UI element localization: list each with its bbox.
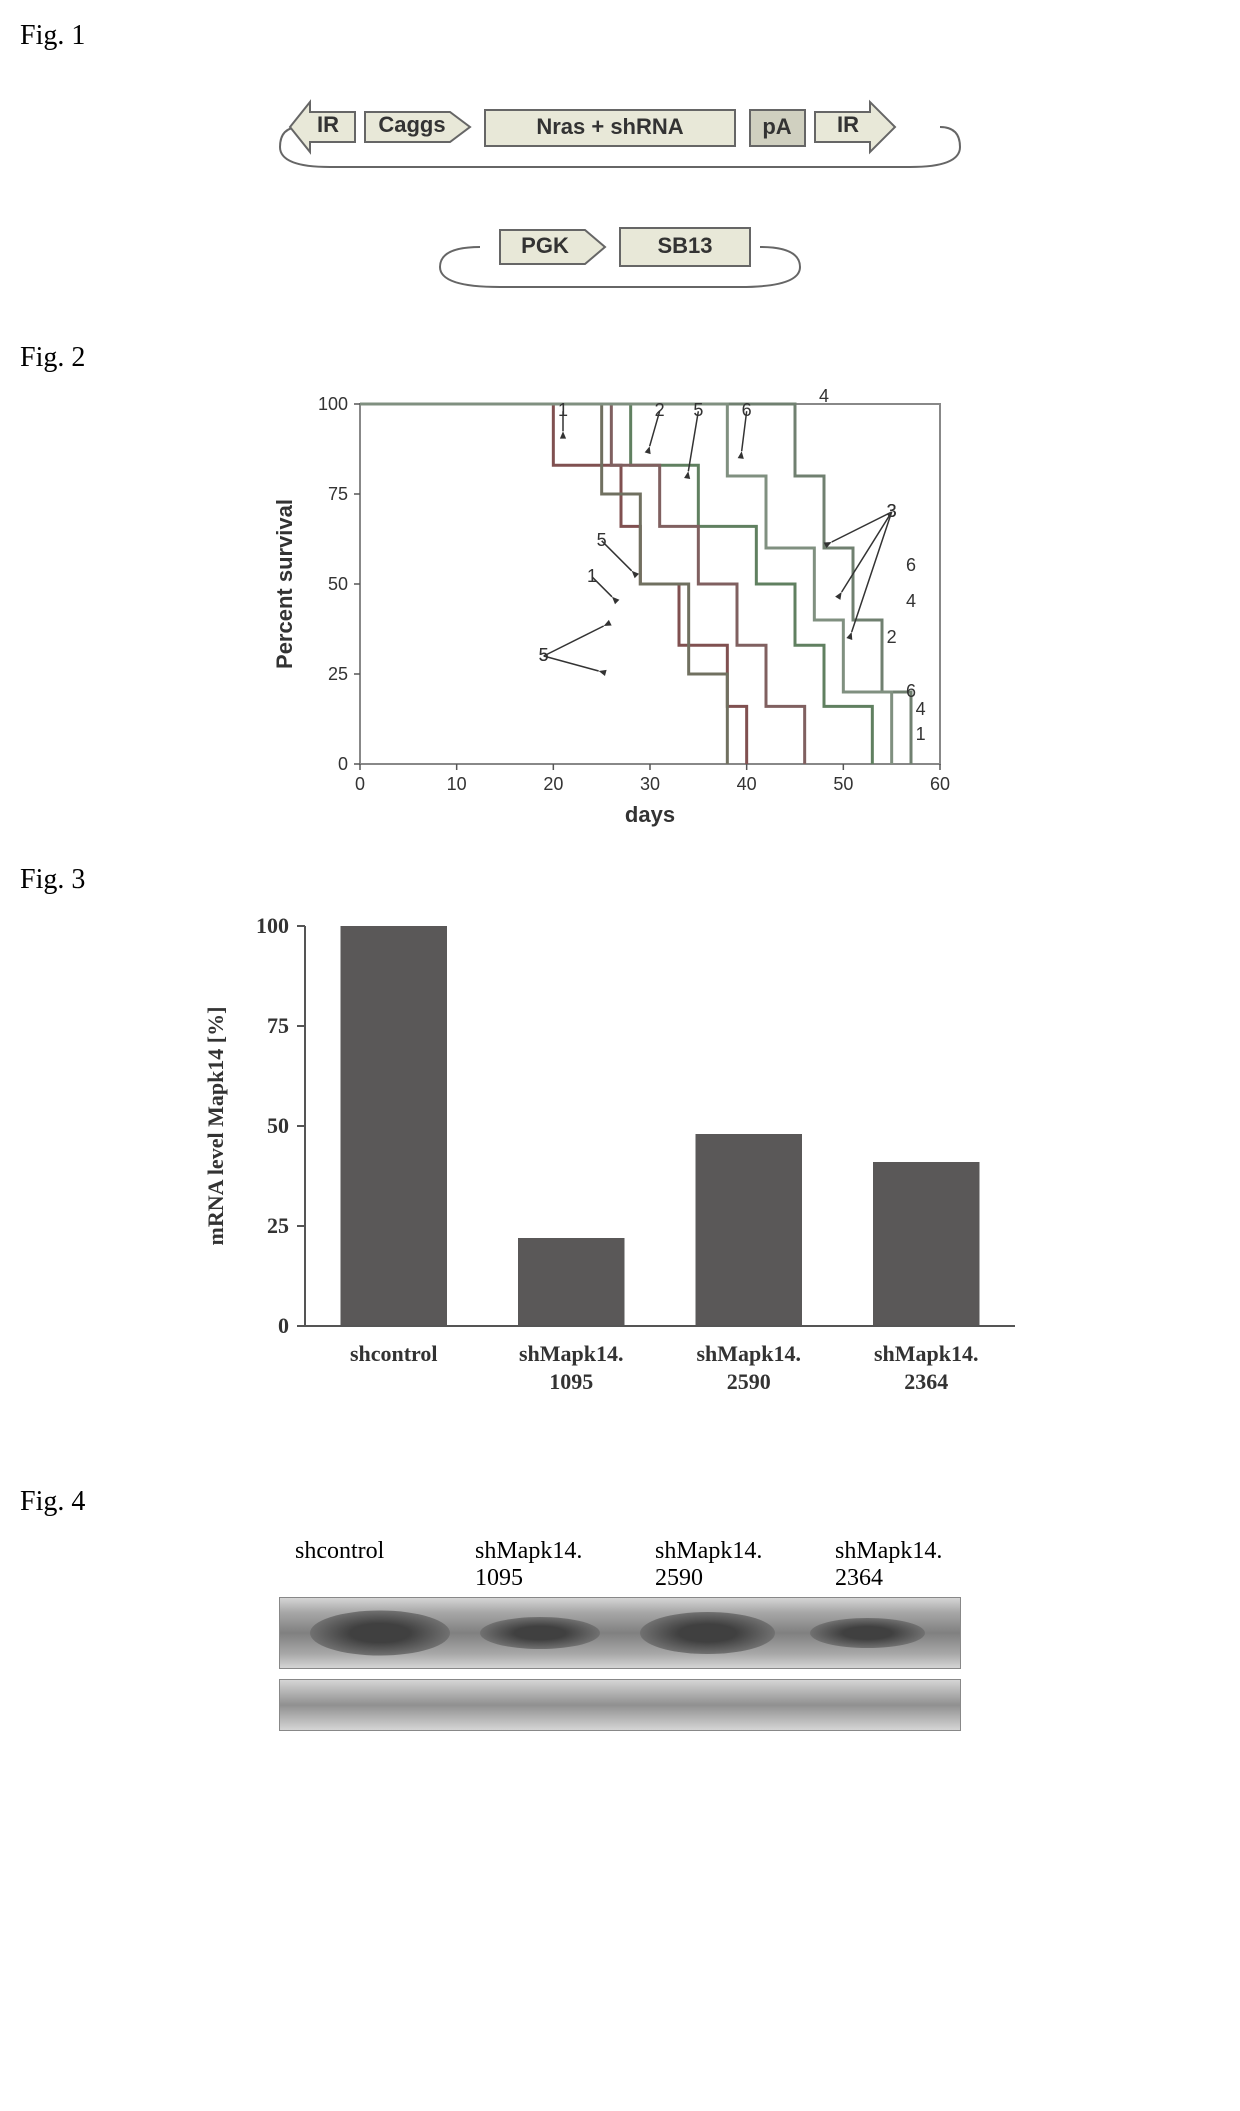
plasmid-1: IR Caggs Nras + shRNA pA xyxy=(270,82,970,172)
xtick-label: 20 xyxy=(543,774,563,794)
ytick-label: 75 xyxy=(328,484,348,504)
xtick-label: 10 xyxy=(447,774,467,794)
annotation-label: 6 xyxy=(906,681,916,701)
annotation-label: 5 xyxy=(597,530,607,550)
plasmid-diagrams: IR Caggs Nras + shRNA pA xyxy=(20,62,1220,312)
ytick-label: 50 xyxy=(267,1113,289,1138)
pa-box: pA xyxy=(750,110,805,146)
annotation-label: 1 xyxy=(558,400,568,420)
figure-4: Fig. 4 shcontrol shMapk14. 1095 shMapk14… xyxy=(20,1486,1220,1741)
category-label-1: 1095 xyxy=(549,1369,593,1394)
fig4-label: Fig. 4 xyxy=(20,1486,1220,1518)
annotation-label: 1 xyxy=(916,724,926,744)
blot-blob-2 xyxy=(480,1617,600,1649)
bar-0 xyxy=(341,926,448,1326)
annotation-label: 6 xyxy=(906,555,916,575)
xtick-label: 50 xyxy=(833,774,853,794)
ytick-label: 0 xyxy=(278,1313,289,1338)
xtick-label: 60 xyxy=(930,774,950,794)
caggs-box: Caggs xyxy=(365,112,470,142)
svg-text:IR: IR xyxy=(317,112,339,137)
blot-blob-4 xyxy=(810,1618,925,1648)
y-axis-label: mRNA level Mapk14 [%] xyxy=(203,1007,228,1246)
annotation-label: 2 xyxy=(655,400,665,420)
western-blot: shcontrol shMapk14. 1095 shMapk14. 2590 … xyxy=(20,1528,1220,1741)
plasmid-2: PGK SB13 xyxy=(420,202,820,292)
ytick-label: 100 xyxy=(256,913,289,938)
category-label-2: shMapk14. xyxy=(696,1341,801,1366)
blot-blob-3 xyxy=(640,1612,775,1654)
survival-svg: 01020304050600255075100daysPercent survi… xyxy=(270,384,970,834)
western-label-2: shMapk14. 1095 xyxy=(475,1538,625,1592)
survival-chart: 01020304050600255075100daysPercent survi… xyxy=(270,384,970,834)
ytick-label: 75 xyxy=(267,1013,289,1038)
bar-svg: 0 25 50 75 100 shcontrol shMapk14. 1095 shMapk14… xyxy=(195,906,1045,1456)
annotation-label: 3 xyxy=(887,501,897,521)
bar-2 xyxy=(696,1134,803,1326)
annotation-label: 6 xyxy=(742,400,752,420)
category-label-0: shcontrol xyxy=(350,1341,438,1366)
bar-chart: 0 25 50 75 100 shcontrol shMapk14. 1095 shMapk14… xyxy=(195,906,1045,1456)
western-label-1: shcontrol xyxy=(295,1538,445,1592)
western-labels-row: shcontrol shMapk14. 1095 shMapk14. 2590 … xyxy=(255,1538,985,1592)
fig3-label: Fig. 3 xyxy=(20,864,1220,896)
figure-1: Fig. 1 IR Caggs Nras + shRNA xyxy=(20,20,1220,312)
xtick-label: 30 xyxy=(640,774,660,794)
plasmid1-svg: IR Caggs Nras + shRNA pA xyxy=(270,82,970,172)
ytick-label: 0 xyxy=(338,754,348,774)
annotation-label: 2 xyxy=(887,627,897,647)
svg-text:PGK: PGK xyxy=(521,233,569,258)
xtick-label: 0 xyxy=(355,774,365,794)
svg-text:IR: IR xyxy=(837,112,859,137)
y-axis-label: Percent survival xyxy=(272,499,297,669)
ytick-label: 100 xyxy=(318,394,348,414)
annotation-label: 4 xyxy=(906,591,916,611)
svg-text:pA: pA xyxy=(762,114,791,139)
nras-box: Nras + shRNA xyxy=(485,110,735,146)
category-label-3: 2364 xyxy=(904,1369,948,1394)
x-axis-label: days xyxy=(625,802,675,827)
xtick-label: 40 xyxy=(737,774,757,794)
ytick-label: 50 xyxy=(328,574,348,594)
category-label-2: 2590 xyxy=(727,1369,771,1394)
figure-2: Fig. 2 01020304050600255075100daysPercen… xyxy=(20,342,1220,834)
sb13-box: SB13 xyxy=(620,228,750,266)
western-label-3: shMapk14. 2590 xyxy=(655,1538,805,1592)
western-label-4: shMapk14. 2364 xyxy=(835,1538,985,1592)
ir-right-box: IR xyxy=(815,102,895,152)
annotation-label: 5 xyxy=(539,645,549,665)
figure-3: Fig. 3 0 25 50 75 100 shcontrol shMapk14. 1095 s… xyxy=(20,864,1220,1456)
ir-left-box: IR xyxy=(290,102,355,152)
annotation-label: 4 xyxy=(819,386,829,406)
bar-1 xyxy=(518,1238,625,1326)
svg-text:SB13: SB13 xyxy=(657,233,712,258)
annotation-label: 4 xyxy=(916,699,926,719)
ytick-label: 25 xyxy=(267,1213,289,1238)
bar-3 xyxy=(873,1162,980,1326)
annotation-label: 1 xyxy=(587,566,597,586)
svg-text:Nras + shRNA: Nras + shRNA xyxy=(536,114,683,139)
annotation-label: 5 xyxy=(693,400,703,420)
pgk-box: PGK xyxy=(500,230,605,264)
category-label-1: shMapk14. xyxy=(519,1341,624,1366)
blot-upper-band xyxy=(279,1597,961,1669)
fig1-label: Fig. 1 xyxy=(20,20,1220,52)
fig2-label: Fig. 2 xyxy=(20,342,1220,374)
svg-text:Caggs: Caggs xyxy=(378,112,445,137)
blot-lower-band xyxy=(279,1679,961,1731)
ytick-label: 25 xyxy=(328,664,348,684)
blot-blob-1 xyxy=(310,1611,450,1656)
plasmid2-svg: PGK SB13 xyxy=(420,202,820,292)
category-label-3: shMapk14. xyxy=(874,1341,979,1366)
